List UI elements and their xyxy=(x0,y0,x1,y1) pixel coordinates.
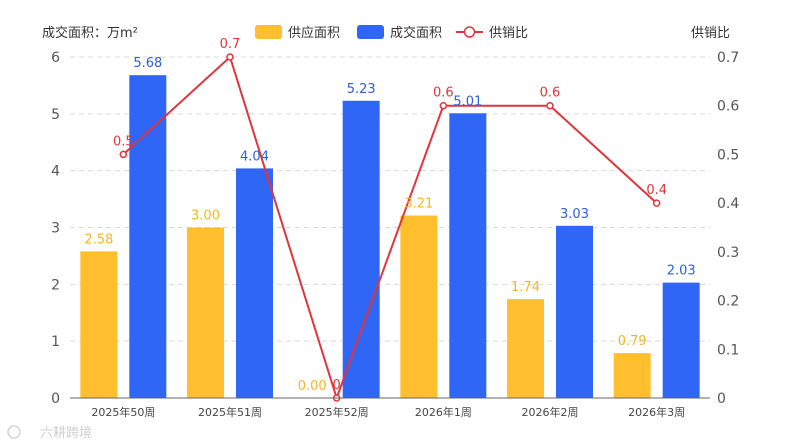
ratio-value-label: 0.5 xyxy=(113,134,134,149)
x-tick-label: 2025年50周 xyxy=(91,405,155,419)
data-labels: 2.58 3.00 0.00 3.21 1.74 0.79 5.68 4.04 5.23 5.01… xyxy=(84,37,695,394)
x-tick-label: 2025年51周 xyxy=(198,405,262,419)
supply-value-label: 2.58 xyxy=(84,232,113,247)
supply-value-label: 0.00 xyxy=(298,379,327,394)
supply-value-label: 1.74 xyxy=(511,280,540,295)
x-tick-label: 2026年2周 xyxy=(522,405,579,419)
deal-value-label: 2.03 xyxy=(667,264,696,279)
supply-bar[interactable] xyxy=(507,299,544,398)
supply-value-label: 3.00 xyxy=(191,209,220,224)
right-tick-label: 0.4 xyxy=(717,196,739,212)
legend-item[interactable]: 供应面积 xyxy=(255,25,340,41)
grid-lines xyxy=(70,56,710,342)
ratio-value-label: 0.7 xyxy=(220,37,241,52)
supply-value-label: 3.21 xyxy=(404,197,433,212)
deal-value-label: 5.01 xyxy=(453,94,482,109)
right-tick-label: 0.7 xyxy=(717,50,739,66)
ratio-point[interactable] xyxy=(546,101,554,110)
left-tick-label: 0 xyxy=(51,391,60,407)
deal-value-label: 5.68 xyxy=(133,56,162,71)
supply-bar[interactable] xyxy=(187,227,224,399)
deal-bar[interactable] xyxy=(449,113,487,398)
right-tick-label: 0.6 xyxy=(717,99,739,115)
x-tick-label: 2026年3周 xyxy=(628,405,685,419)
right-tick-label: 0 xyxy=(717,391,726,407)
deal-bar[interactable] xyxy=(129,75,167,398)
supply-bar[interactable] xyxy=(80,251,118,398)
supply-bar[interactable] xyxy=(400,215,438,398)
deal-bar[interactable] xyxy=(342,100,380,399)
legend-item[interactable]: 成交面积 xyxy=(357,25,442,41)
ratio-value-label: 0.6 xyxy=(433,86,454,101)
x-tick-label: 2025年52周 xyxy=(305,405,369,419)
deal-bar[interactable] xyxy=(556,225,593,398)
right-tick-label: 0.1 xyxy=(717,342,739,358)
left-tick-label: 4 xyxy=(51,164,60,180)
legend-swatch xyxy=(357,25,384,39)
bars xyxy=(80,75,700,399)
legend-item[interactable]: 供销比 xyxy=(456,26,528,41)
left-tick-label: 6 xyxy=(51,50,60,66)
legend[interactable]: 供应面积 成交面积 供销比 xyxy=(255,25,528,41)
right-tick-label: 0.2 xyxy=(717,294,739,310)
left-tick-label: 1 xyxy=(51,334,60,350)
watermark-text: 六耕跨境 xyxy=(40,425,92,441)
right-axis-title: 供销比 xyxy=(691,26,730,41)
ratio-point[interactable] xyxy=(652,199,661,207)
axes: 0 1 2 3 4 5 6 0 0.1 0.2 0.3 0.4 0.5 0.6 0.7 2025年50周 202… xyxy=(51,50,739,419)
x-tick-label: 2026年1周 xyxy=(415,405,472,419)
supply-value-label: 0.79 xyxy=(618,334,647,349)
ratio-point[interactable] xyxy=(439,101,448,110)
legend-label: 供应面积 xyxy=(288,25,340,41)
right-tick-label: 0.5 xyxy=(717,147,739,163)
left-tick-label: 2 xyxy=(51,277,60,293)
ratio-point[interactable] xyxy=(119,150,128,159)
right-tick-label: 0.3 xyxy=(717,245,739,261)
watermark-logo-icon xyxy=(7,425,21,439)
deal-bar[interactable] xyxy=(236,168,273,398)
left-tick-label: 5 xyxy=(51,107,60,123)
watermark: 六耕跨境 xyxy=(7,425,92,441)
deal-value-label: 4.04 xyxy=(240,149,269,164)
ratio-value-label: 0 xyxy=(333,378,341,393)
ratio-value-label: 0.4 xyxy=(646,183,667,198)
legend-marker xyxy=(463,26,476,38)
legend-label: 成交面积 xyxy=(390,25,442,41)
deal-value-label: 5.23 xyxy=(347,82,376,97)
deal-value-label: 3.03 xyxy=(560,207,589,222)
left-axis-title: 成交面积：万m² xyxy=(42,25,138,41)
legend-label: 供销比 xyxy=(489,26,528,41)
supply-bar[interactable] xyxy=(613,353,651,398)
legend-swatch xyxy=(255,25,282,39)
ratio-value-label: 0.6 xyxy=(540,86,561,101)
ratio-point[interactable] xyxy=(226,53,234,61)
ratio-polyline xyxy=(122,55,658,402)
left-tick-label: 3 xyxy=(51,221,60,237)
deal-bar[interactable] xyxy=(662,282,700,398)
